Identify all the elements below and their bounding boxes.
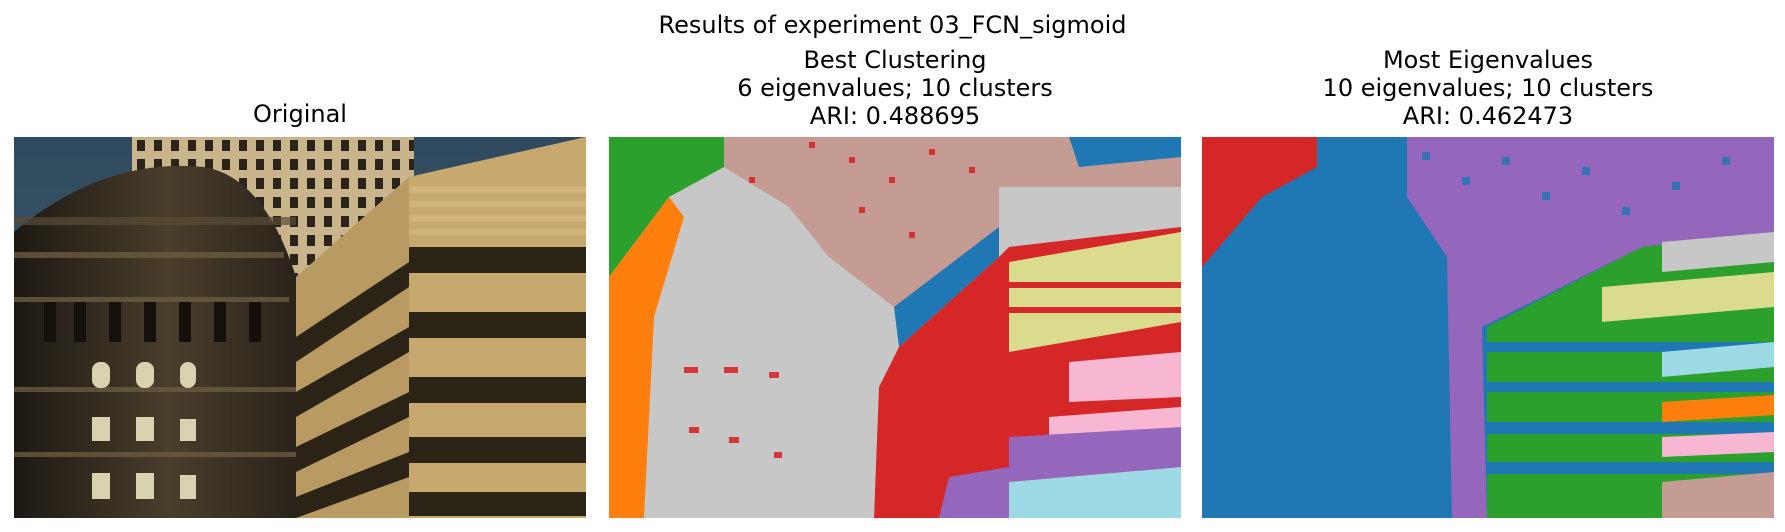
ornate-stone-building xyxy=(14,165,296,518)
cluster-region-olive xyxy=(1602,272,1774,322)
panel-title-line: ARI: 0.488695 xyxy=(809,102,981,130)
cluster-region-blue-top xyxy=(1069,137,1181,167)
panel-title-best-clustering: Best Clustering 6 eigenvalues; 10 cluste… xyxy=(609,46,1181,130)
cluster-stripes-red xyxy=(1009,282,1181,313)
cluster-region-cyan xyxy=(1662,342,1774,377)
cluster-region-purple-left xyxy=(939,467,1009,518)
panel-title-most-eigenvalues: Most Eigenvalues 10 eigenvalues; 10 clus… xyxy=(1202,46,1774,130)
best-clustering-segmentation-panel xyxy=(609,137,1181,518)
panel-title-line: Most Eigenvalues xyxy=(1382,46,1594,74)
original-image-panel xyxy=(14,137,586,518)
cluster-region-purple xyxy=(1407,137,1774,518)
cluster-region-olive xyxy=(1009,232,1181,352)
panel-title-line: ARI: 0.462473 xyxy=(1402,102,1574,130)
most-eigenvalues-segmentation-panel xyxy=(1202,137,1774,518)
cluster-region-gray xyxy=(1662,232,1774,272)
cluster-stripes-blue xyxy=(1487,342,1774,474)
cluster-region-pink xyxy=(1662,432,1774,457)
panel-title-line: 6 eigenvalues; 10 clusters xyxy=(737,74,1053,102)
panel-title-line: 10 eigenvalues; 10 clusters xyxy=(1322,74,1654,102)
cluster-region-cyan xyxy=(1009,467,1181,518)
panel-title-original: Original xyxy=(14,100,586,128)
best-clustering-map xyxy=(609,137,1181,518)
cluster-region-red xyxy=(1202,137,1317,267)
cluster-region-orange xyxy=(1662,395,1774,422)
original-photo xyxy=(14,137,586,518)
cluster-region-pink xyxy=(1069,352,1181,402)
cluster-speckles xyxy=(1422,152,1730,215)
cluster-region-blue xyxy=(894,227,999,347)
cluster-region-green xyxy=(609,137,724,277)
panel-title-line: Best Clustering xyxy=(803,46,987,74)
most-eigenvalues-map xyxy=(1202,137,1774,518)
striped-office-building xyxy=(296,137,586,518)
cluster-region-purple xyxy=(1009,427,1181,482)
figure-suptitle: Results of experiment 03_FCN_sigmoid xyxy=(658,11,1127,39)
cluster-speckles xyxy=(684,142,975,458)
panel-title-line: Original xyxy=(253,100,347,128)
cluster-region-orange xyxy=(609,197,684,518)
cluster-region-brown xyxy=(724,137,1181,307)
cluster-region-brown xyxy=(1662,472,1774,518)
